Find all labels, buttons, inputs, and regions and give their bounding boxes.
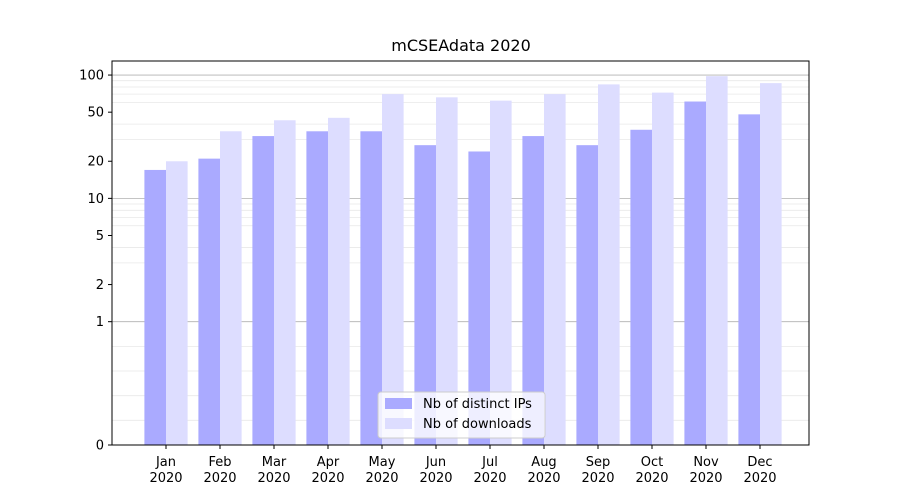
x-tick-label-month: Dec xyxy=(747,455,772,470)
x-tick-label-month: Oct xyxy=(641,455,663,470)
x-tick-label-year: 2020 xyxy=(743,471,776,486)
legend-swatch xyxy=(385,418,412,429)
x-tick-label-month: Apr xyxy=(317,455,340,470)
bar-downloads-nov xyxy=(706,76,728,445)
y-tick-label: 100 xyxy=(79,69,104,84)
bar-downloads-dec xyxy=(760,83,782,445)
x-tick-label-year: 2020 xyxy=(257,471,290,486)
y-tick-label: 10 xyxy=(87,192,104,207)
x-tick-label-month: Nov xyxy=(693,455,719,470)
x-tick-label-month: Jul xyxy=(481,455,498,470)
x-tick-label-month: Jan xyxy=(155,455,176,470)
bar-distinct-ips-jul xyxy=(468,151,490,445)
legend-label: Nb of distinct IPs xyxy=(423,397,532,412)
x-tick-label-month: May xyxy=(369,455,396,470)
bar-distinct-ips-sep xyxy=(576,145,598,445)
bar-downloads-may xyxy=(382,94,404,445)
x-tick-label-year: 2020 xyxy=(365,471,398,486)
x-tick-label-year: 2020 xyxy=(581,471,614,486)
x-tick-label-year: 2020 xyxy=(149,471,182,486)
bar-distinct-ips-apr xyxy=(306,131,328,446)
bar-downloads-jul xyxy=(490,100,512,446)
bar-downloads-mar xyxy=(274,120,296,445)
x-tick-label-month: Jun xyxy=(425,455,446,470)
bars xyxy=(144,76,782,446)
x-tick-label-year: 2020 xyxy=(527,471,560,486)
x-axis: Jan2020Feb2020Mar2020Apr2020May2020Jun20… xyxy=(149,445,777,486)
x-tick-label-year: 2020 xyxy=(311,471,344,486)
legend-box xyxy=(377,391,546,439)
legend: Nb of distinct IPs Nb of downloads xyxy=(377,391,546,439)
legend-swatch xyxy=(385,398,412,409)
chart-title: mCSEAdata 2020 xyxy=(391,36,531,55)
bar-downloads-sep xyxy=(598,84,620,445)
y-tick-label: 50 xyxy=(87,106,104,121)
bar-distinct-ips-nov xyxy=(684,101,706,445)
bar-downloads-jun xyxy=(436,97,458,445)
y-axis: 0 1 2 5 10 20 50 100 xyxy=(79,69,112,454)
bar-downloads-feb xyxy=(220,131,242,446)
x-tick-label-year: 2020 xyxy=(203,471,236,486)
plot-frame xyxy=(111,60,810,446)
bar-downloads-apr xyxy=(328,117,350,446)
bar-distinct-ips-jun xyxy=(414,145,436,445)
y-tick-label: 0 xyxy=(96,439,104,454)
bar-distinct-ips-dec xyxy=(738,114,760,446)
bar-distinct-ips-may xyxy=(360,131,382,446)
bar-distinct-ips-aug xyxy=(522,136,544,445)
x-tick-label-month: Aug xyxy=(531,455,556,470)
bar-downloads-oct xyxy=(652,92,674,446)
legend-label: Nb of downloads xyxy=(423,417,532,432)
x-tick-label-year: 2020 xyxy=(419,471,452,486)
bar-distinct-ips-oct xyxy=(630,129,652,445)
bar-distinct-ips-feb xyxy=(198,158,220,445)
x-tick-label-month: Mar xyxy=(262,455,287,470)
x-tick-label-year: 2020 xyxy=(473,471,506,486)
x-tick-label-month: Sep xyxy=(586,455,611,470)
y-tick-label: 1 xyxy=(96,315,104,330)
bar-distinct-ips-jan xyxy=(144,169,166,445)
y-tick-label: 2 xyxy=(96,278,104,293)
bar-downloads-jan xyxy=(166,161,188,445)
x-tick-label-year: 2020 xyxy=(635,471,668,486)
x-tick-label-month: Feb xyxy=(208,455,231,470)
x-tick-label-year: 2020 xyxy=(689,471,722,486)
y-tick-label: 20 xyxy=(87,155,104,170)
y-tick-label: 5 xyxy=(96,229,104,244)
bar-downloads-aug xyxy=(544,94,566,445)
bar-distinct-ips-mar xyxy=(252,136,274,445)
